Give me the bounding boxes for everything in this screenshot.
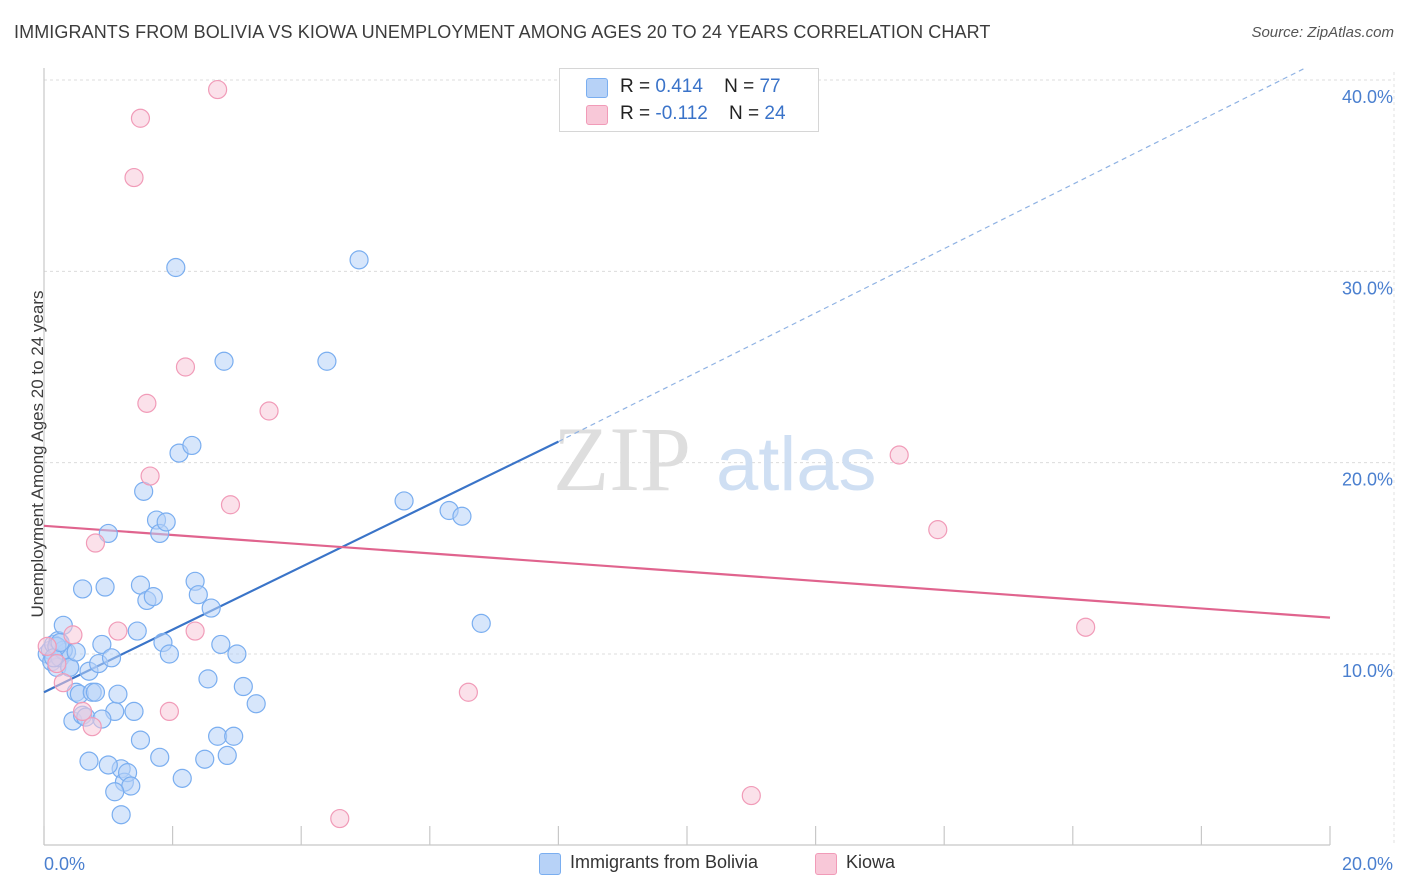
legend-n-value-bolivia: 77 (759, 76, 781, 97)
legend-r-value-bolivia: 0.414 (655, 76, 703, 97)
point-bolivia (92, 634, 112, 655)
point-bolivia (224, 726, 244, 746)
point-bolivia (127, 621, 147, 641)
point-bolivia (195, 749, 215, 769)
trend-line-bolivia (43, 440, 559, 694)
trend-line-kiowa (43, 524, 1331, 619)
point-bolivia (182, 435, 202, 456)
point-bolivia (159, 644, 179, 664)
point-kiowa (72, 701, 93, 722)
watermark: ZIP atlas (553, 408, 877, 510)
legend-r-label: R = (620, 76, 651, 97)
point-kiowa (175, 357, 196, 377)
point-kiowa (928, 520, 948, 540)
point-kiowa (137, 393, 157, 413)
point-bolivia (79, 751, 99, 771)
point-bolivia (188, 585, 208, 605)
point-bolivia (124, 701, 144, 722)
trend-lines (43, 67, 1331, 694)
legend-r-label: R = (620, 103, 651, 124)
point-kiowa (889, 445, 909, 465)
bottom-legend-swatch-bolivia (539, 853, 561, 875)
point-bolivia (172, 768, 192, 788)
x-tick-label: 20.0% (1342, 854, 1393, 874)
point-bolivia (217, 745, 237, 766)
point-bolivia (130, 730, 151, 750)
point-bolivia (452, 506, 472, 526)
point-kiowa (259, 401, 279, 421)
point-bolivia (121, 776, 141, 796)
chart-source: Source: ZipAtlas.com (1251, 24, 1394, 41)
point-kiowa (124, 167, 144, 188)
point-bolivia (66, 642, 86, 662)
point-kiowa (47, 653, 67, 674)
point-bolivia (201, 598, 221, 618)
point-bolivia (98, 755, 118, 775)
point-bolivia (211, 634, 231, 655)
point-kiowa (53, 673, 73, 693)
point-bolivia (156, 512, 176, 532)
point-kiowa (159, 701, 179, 722)
point-kiowa (140, 466, 160, 486)
legend-n-value-kiowa: 24 (764, 103, 786, 124)
point-kiowa (108, 621, 128, 641)
legend: R = 0.414 N = 77 R = -0.112 N = 24 (559, 68, 819, 132)
legend-r-value-kiowa: -0.112 (655, 103, 708, 124)
point-kiowa (37, 636, 57, 656)
point-bolivia (150, 747, 170, 767)
point-kiowa (220, 495, 241, 515)
watermark-zip: ZIP (553, 408, 691, 510)
legend-swatch-bolivia (586, 78, 608, 98)
point-bolivia (246, 694, 266, 714)
point-bolivia (111, 805, 131, 825)
point-bolivia (471, 613, 491, 633)
point-kiowa (741, 785, 761, 806)
y-tick-label: 10.0% (1342, 661, 1393, 681)
y-tick-label: 20.0% (1342, 470, 1393, 490)
legend-swatch-kiowa (586, 105, 608, 125)
point-bolivia (349, 250, 369, 270)
point-bolivia (394, 491, 414, 511)
legend-n-label: N = (728, 103, 760, 124)
point-bolivia (143, 586, 163, 607)
legend-n-label: N = (724, 76, 755, 97)
point-bolivia (208, 726, 228, 746)
bottom-legend-swatch-kiowa (815, 853, 837, 875)
point-kiowa (330, 808, 350, 829)
chart-title: IMMIGRANTS FROM BOLIVIA VS KIOWA UNEMPLO… (14, 22, 991, 42)
point-bolivia (85, 682, 106, 702)
y-axis-label: Unemployment Among Ages 20 to 24 years (28, 290, 47, 618)
x-tick-label: 0.0% (44, 854, 85, 874)
point-bolivia (95, 577, 115, 597)
trend-line-bolivia-extension (558, 67, 1305, 443)
bottom-legend-label-bolivia: Immigrants from Bolivia (570, 852, 759, 872)
point-bolivia (166, 257, 186, 278)
y-tick-label: 40.0% (1342, 87, 1393, 107)
data-points (37, 79, 1096, 829)
point-kiowa (1076, 617, 1096, 637)
point-bolivia (72, 579, 93, 599)
point-bolivia (101, 648, 122, 668)
point-kiowa (63, 625, 83, 645)
point-bolivia (98, 523, 118, 544)
point-bolivia (233, 676, 253, 697)
point-kiowa (458, 682, 478, 702)
point-kiowa (130, 108, 151, 128)
point-kiowa (185, 621, 205, 641)
point-bolivia (198, 669, 218, 689)
tick-labels: 10.0% 20.0% 30.0% 40.0% 0.0% 20.0% (44, 87, 1393, 874)
axes (43, 68, 1331, 846)
y-tick-label: 30.0% (1342, 278, 1393, 298)
point-bolivia (317, 351, 337, 371)
point-kiowa (82, 717, 102, 737)
point-bolivia (108, 684, 128, 704)
bottom-legend-label-kiowa: Kiowa (846, 852, 896, 872)
point-kiowa (208, 79, 228, 100)
point-kiowa (85, 533, 106, 553)
point-bolivia (105, 782, 125, 802)
point-bolivia (214, 351, 234, 371)
point-bolivia (227, 644, 247, 664)
watermark-atlas: atlas (716, 422, 877, 507)
